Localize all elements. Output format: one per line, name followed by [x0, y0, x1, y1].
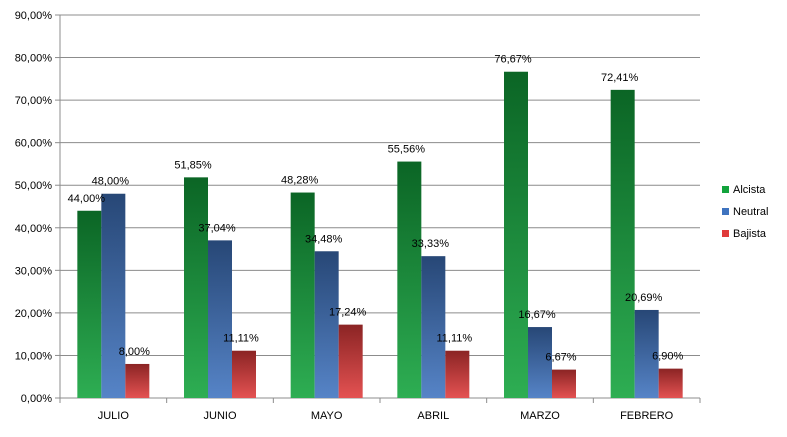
data-label: 72,41% — [601, 72, 639, 84]
data-label: 76,67% — [494, 54, 532, 66]
data-label: 34,48% — [305, 233, 343, 245]
data-label: 20,69% — [625, 292, 663, 304]
bar-alcista-marzo — [504, 71, 528, 398]
data-label: 33,33% — [412, 238, 450, 250]
y-tick-label: 40,00% — [15, 223, 53, 235]
legend-label-alcista: Alcista — [733, 184, 766, 196]
bar-bajista-abril — [445, 350, 470, 398]
legend-label-neutral: Neutral — [733, 206, 768, 218]
y-tick-label: 60,00% — [15, 138, 53, 150]
axes: 0,00% 10,00% 20,00% 30,00% 40,00% 50,00% 60,00… — [15, 10, 701, 422]
data-labels: 44,00% 48,00% 8,00% 51,85% 37,04% 11,11% 48,28… — [68, 54, 684, 364]
data-label: 55,56% — [388, 144, 426, 156]
data-label: 11,11% — [223, 333, 259, 345]
data-label: 51,85% — [174, 159, 212, 171]
data-label: 6,90% — [652, 351, 683, 363]
data-label: 37,04% — [198, 222, 236, 234]
bar-neutral-abril — [421, 256, 446, 398]
data-label: 44,00% — [68, 193, 106, 205]
y-tick-label: 80,00% — [15, 53, 53, 65]
bar-alcista-febrero — [610, 89, 635, 398]
legend-swatch-bajista — [722, 230, 729, 237]
y-tick-label: 70,00% — [15, 95, 53, 107]
bar-alcista-mayo — [290, 192, 315, 398]
bar-neutral-junio — [208, 240, 232, 398]
bar-bajista-junio — [232, 350, 256, 398]
legend-swatch-neutral — [722, 208, 729, 215]
data-label: 17,24% — [329, 307, 367, 319]
legend-label-bajista: Bajista — [733, 228, 767, 240]
data-label: 6,67% — [545, 352, 576, 364]
bar-neutral-mayo — [314, 251, 339, 398]
bar-alcista-abril — [397, 161, 422, 398]
y-tick-label: 20,00% — [15, 308, 53, 320]
x-tick-label: JULIO — [98, 410, 130, 422]
x-tick-label: FEBRERO — [620, 410, 674, 422]
y-tick-label: 0,00% — [21, 393, 52, 405]
bar-alcista-junio — [184, 177, 208, 398]
x-tick-label: MAYO — [311, 410, 343, 422]
bar-neutral-marzo — [528, 327, 552, 398]
legend: Alcista Neutral Bajista — [722, 184, 768, 240]
y-tick-label: 50,00% — [15, 180, 53, 192]
data-label: 11,11% — [436, 333, 472, 345]
legend-swatch-alcista — [722, 186, 729, 193]
y-tick-label: 90,00% — [15, 10, 53, 22]
x-tick-label: JUNIO — [204, 410, 237, 422]
data-label: 16,67% — [518, 309, 556, 321]
bar-bajista-febrero — [658, 368, 683, 398]
bars — [77, 71, 683, 398]
data-label: 8,00% — [119, 346, 150, 358]
data-label: 48,28% — [281, 175, 319, 187]
data-label: 48,00% — [92, 176, 130, 188]
bar-bajista-mayo — [338, 324, 363, 398]
y-tick-label: 30,00% — [15, 265, 53, 277]
x-tick-label: ABRIL — [417, 410, 449, 422]
gridlines — [60, 14, 700, 399]
x-tick-label: MARZO — [520, 410, 560, 422]
y-tick-label: 10,00% — [15, 350, 53, 362]
bar-neutral-febrero — [634, 309, 659, 398]
bar-bajista-julio — [125, 363, 150, 398]
bar-bajista-marzo — [552, 369, 576, 398]
bar-alcista-julio — [77, 210, 102, 398]
bar-neutral-julio — [101, 193, 126, 398]
